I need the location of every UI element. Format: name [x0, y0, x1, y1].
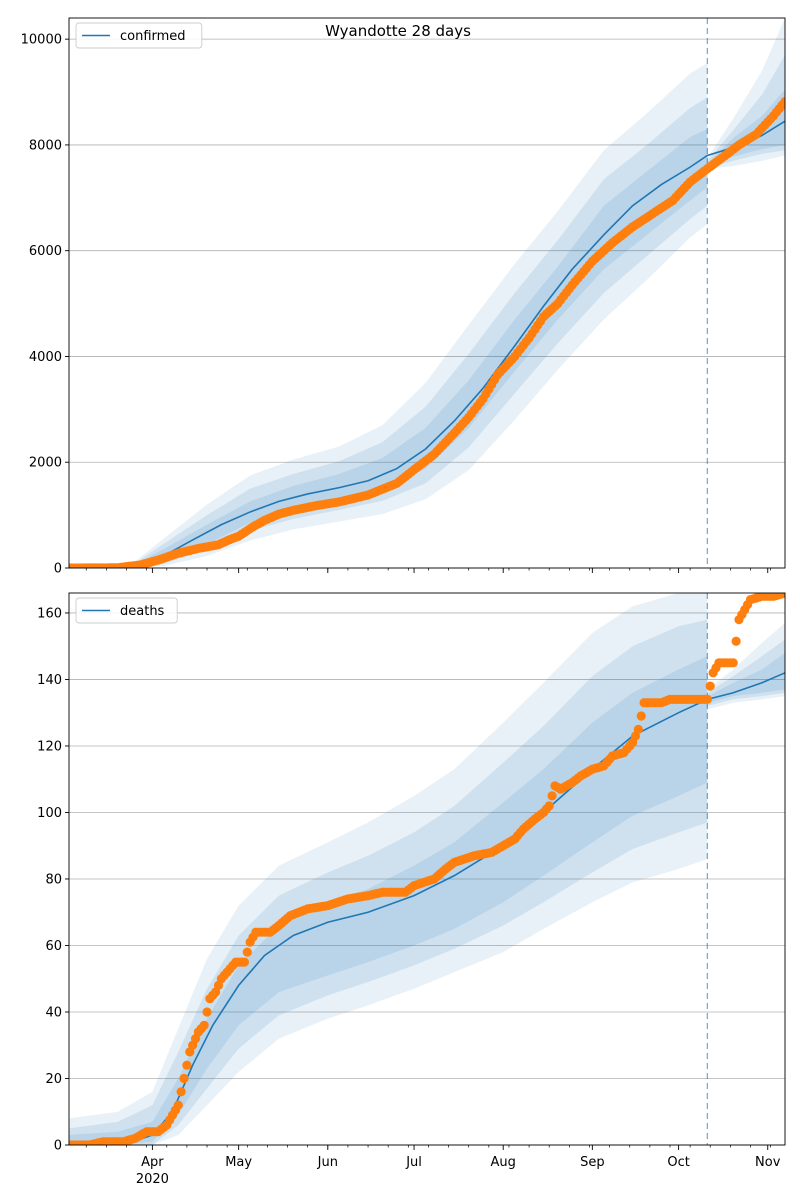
axes-frame: [68, 17, 786, 569]
observed-point: [239, 957, 250, 967]
y-tick-label: 4000: [29, 350, 62, 365]
uncertainty-band-1: [69, 89, 785, 568]
uncertainty-band-2: [69, 55, 785, 568]
uncertainty-band-1: [69, 652, 785, 1145]
y-tick-label: 20: [45, 1072, 62, 1087]
observed-point: [182, 1060, 192, 1070]
plot-area: [69, 593, 785, 1145]
y-tick-label: 160: [37, 606, 62, 621]
x-tick-label: Nov: [755, 1155, 781, 1170]
y-tick-label: 10000: [21, 33, 62, 48]
confirmed-panel: 0 2000 4000 6000 8000 10000 confirmed: [21, 17, 786, 577]
legend-box: [75, 597, 178, 624]
observed-point: [547, 791, 557, 801]
chart-title: Wyandotte 28 days: [325, 22, 471, 40]
uncertainty-band-3: [69, 593, 785, 1145]
x-tick-label: Oct: [667, 1155, 689, 1170]
uncertainty-band-3: [69, 18, 785, 568]
plot-area: [69, 18, 785, 568]
legend-label: deaths: [120, 604, 165, 619]
observed-point: [176, 1087, 186, 1097]
deaths-panel: 0 20 40 60 80 100 120 140 160 Apr May Jun Jul Aug Sep O…: [37, 592, 786, 1187]
y-tick-label: 140: [37, 673, 62, 688]
observed-point: [705, 681, 715, 691]
axes-frame: [68, 592, 786, 1146]
y-tick-label: 120: [37, 739, 62, 754]
y-tick-label: 2000: [29, 456, 62, 471]
x-year-label: 2020: [136, 1172, 169, 1187]
y-tick-label: 0: [54, 1139, 62, 1154]
x-tick-label: Apr: [141, 1155, 164, 1170]
model-line: [69, 120, 785, 568]
legend: deaths: [75, 597, 178, 624]
observed-point: [179, 1073, 189, 1084]
y-tick-label: 100: [37, 806, 62, 821]
x-tick-label: Sep: [580, 1155, 605, 1170]
observed-point: [199, 1020, 209, 1030]
y-tick-label: 0: [54, 562, 62, 577]
observed-point: [780, 96, 785, 107]
observed-point: [702, 694, 712, 705]
observed-point: [728, 658, 738, 668]
legend-label: confirmed: [120, 29, 186, 44]
legend: confirmed: [75, 22, 203, 49]
x-tick-label: Jul: [405, 1155, 422, 1170]
observed-point: [780, 593, 785, 598]
observed-point: [633, 724, 643, 734]
legend-box: [75, 22, 203, 49]
y-tick-label: 40: [45, 1005, 62, 1020]
observed-point: [242, 947, 252, 957]
x-tick-label: Jun: [317, 1155, 338, 1170]
y-tick-label: 60: [45, 939, 62, 954]
observed-point: [202, 1007, 212, 1017]
x-tick-label: Aug: [491, 1155, 516, 1170]
y-tick-label: 80: [45, 872, 62, 887]
x-tick-label: May: [225, 1155, 252, 1170]
observed-point: [173, 1100, 183, 1110]
y-tick-label: 6000: [29, 244, 62, 259]
observed-point: [731, 636, 741, 646]
observed-point: [544, 801, 554, 811]
observed-point: [636, 711, 646, 721]
y-tick-label: 8000: [29, 138, 62, 153]
